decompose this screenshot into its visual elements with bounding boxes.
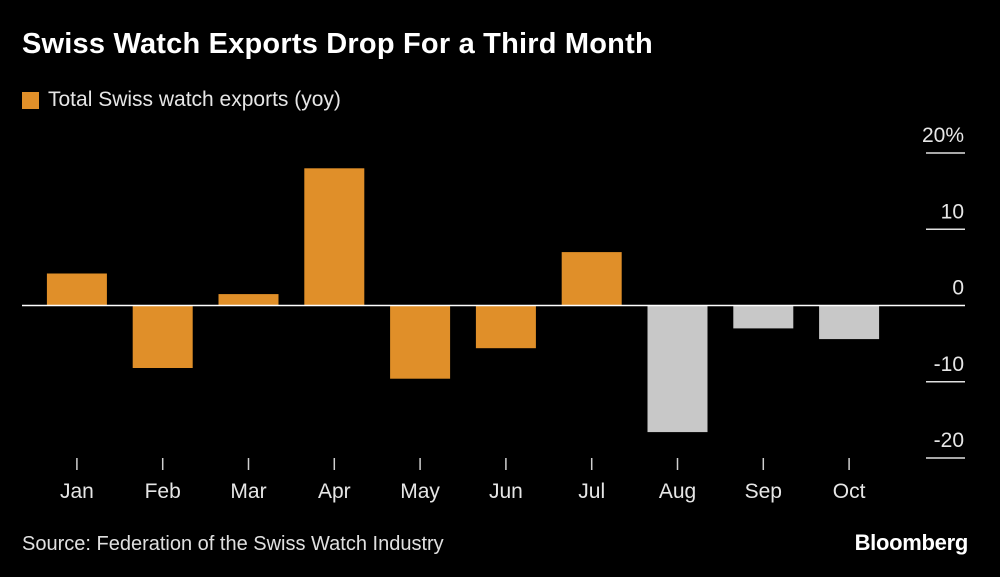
chart-title: Swiss Watch Exports Drop For a Third Mon…: [22, 28, 653, 60]
bar-mar: [218, 294, 279, 306]
legend-swatch: [22, 91, 39, 109]
bar-oct: [819, 305, 880, 340]
bar-apr: [304, 168, 365, 306]
x-tick-label: Apr: [318, 480, 351, 503]
bloomberg-logo: Bloomberg: [854, 530, 969, 555]
x-tick-label: Sep: [745, 480, 782, 503]
y-tick-label: 10: [941, 200, 964, 223]
bar-jan: [46, 273, 107, 306]
y-tick-label: -10: [934, 353, 964, 376]
x-tick-label: Jul: [578, 480, 605, 503]
x-tick-label: May: [400, 480, 440, 503]
bar-sep: [733, 305, 794, 329]
y-tick-label: -20: [934, 429, 964, 452]
x-tick-label: Oct: [833, 480, 866, 503]
x-tick-label: Jan: [60, 480, 94, 503]
x-tick-label: Feb: [145, 480, 181, 503]
legend: Total Swiss watch exports (yoy): [22, 88, 341, 112]
legend-label: Total Swiss watch exports (yoy): [48, 88, 341, 111]
bar-feb: [132, 305, 193, 368]
x-tick-label: Jun: [489, 480, 523, 503]
x-tick-label: Mar: [230, 480, 266, 503]
y-tick-label: 0: [952, 277, 964, 300]
x-tick-label: Aug: [659, 480, 696, 503]
bar-aug: [647, 305, 708, 433]
bar-jun: [475, 305, 536, 349]
source-note: Source: Federation of the Swiss Watch In…: [22, 533, 444, 555]
bar-jul: [561, 252, 622, 306]
bar-may: [390, 305, 451, 379]
y-tick-label: 20%: [922, 124, 964, 147]
